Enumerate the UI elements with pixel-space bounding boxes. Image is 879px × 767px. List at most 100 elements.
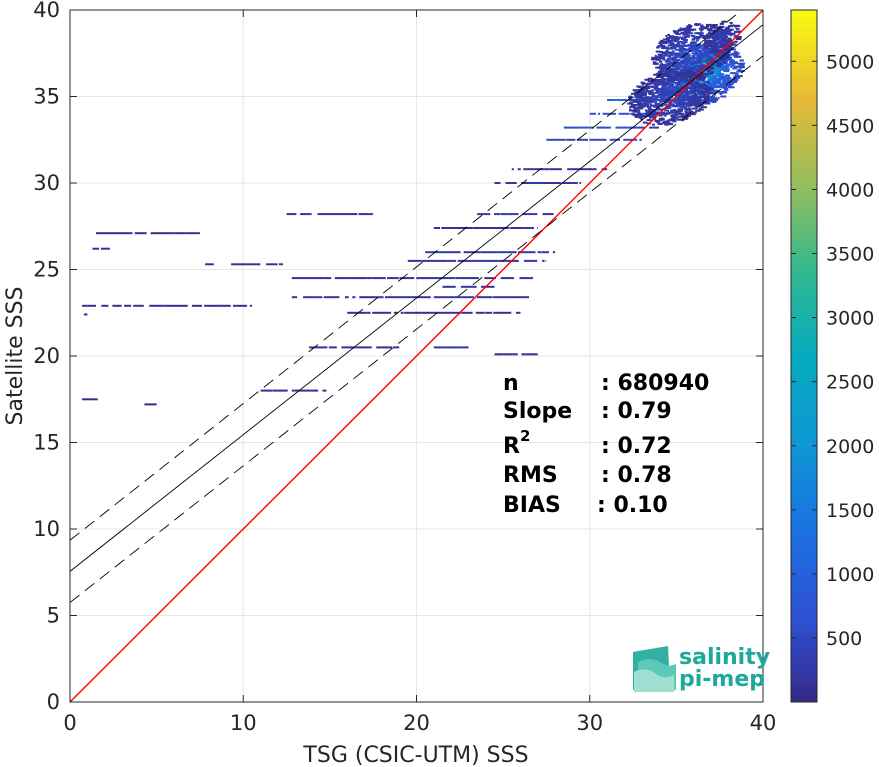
colorbar-tick-label: 2000 (826, 436, 874, 458)
density-cell-4 (691, 83, 694, 86)
density-cell-5 (728, 45, 732, 48)
density-segment-23 (609, 138, 620, 141)
density-cell-3 (690, 43, 695, 46)
density-cell-4 (680, 112, 685, 115)
density-cell-4 (678, 118, 683, 121)
density-segment-12 (371, 277, 386, 280)
density-cell-3 (683, 66, 688, 69)
density-segment-7 (245, 263, 261, 266)
density-cell-5 (703, 35, 706, 37)
density-segment-24 (579, 126, 590, 129)
density-cell-3 (701, 24, 704, 27)
density-cell-1 (707, 79, 710, 81)
density-cell-4 (671, 93, 674, 96)
density-cell-3 (705, 25, 709, 28)
density-cell-4 (695, 89, 700, 92)
density-cell-0 (733, 79, 739, 82)
density-cell-3 (678, 36, 682, 39)
density-cell-4 (686, 114, 691, 117)
density-cell-5 (723, 32, 729, 35)
density-cell-0 (708, 54, 713, 57)
density-cell-0 (721, 78, 727, 81)
density-cell-4 (694, 94, 698, 97)
density-cell-4 (633, 106, 637, 109)
density-segment-1 (101, 247, 108, 250)
density-cell-0 (731, 52, 736, 55)
density-cell-0 (732, 54, 739, 57)
density-segment-2 (82, 304, 88, 307)
y-tick-label: 40 (33, 0, 60, 22)
density-cell-3 (659, 63, 665, 66)
density-cell-3 (701, 32, 704, 35)
density-cell-4 (685, 113, 689, 116)
density-cell-5 (713, 31, 718, 34)
reference-line-regression- (70, 55, 763, 603)
density-cell-3 (716, 65, 722, 67)
density-cell-0 (719, 91, 724, 94)
density-cell-5 (729, 34, 733, 37)
density-cell-3 (667, 55, 672, 57)
density-segment-6 (205, 263, 214, 266)
y-tick-label: 25 (33, 258, 60, 282)
density-cell-4 (635, 98, 638, 101)
density-cell-0 (733, 75, 736, 78)
density-cell-4 (704, 95, 710, 98)
colorbar-tick-label: 2500 (826, 372, 874, 394)
x-axis-label: TSG (CSIC-UTM) SSS (302, 743, 528, 767)
density-cell-4 (639, 107, 642, 110)
density-cell-4 (640, 118, 643, 121)
density-cell-1 (702, 86, 707, 89)
stat-slope-value: : 0.79 (601, 399, 672, 424)
density-cell-5 (720, 40, 724, 43)
density-cell-4 (664, 73, 669, 75)
density-cell-0 (730, 64, 735, 67)
density-cell-3 (683, 30, 687, 32)
density-cell-4 (664, 74, 668, 77)
density-cell-3 (681, 46, 684, 49)
density-cell-4 (662, 84, 669, 87)
density-segment-9 (300, 213, 307, 216)
density-cell-0 (719, 81, 722, 84)
density-segment-0 (109, 232, 120, 235)
density-segment-7 (266, 263, 278, 266)
density-cell-4 (685, 90, 691, 93)
density-cell-2 (715, 65, 719, 68)
density-cell-4 (641, 105, 646, 108)
density-cell-3 (665, 38, 671, 40)
density-cell-3 (681, 38, 685, 40)
density-cell-3 (716, 62, 722, 65)
density-cell-3 (659, 41, 664, 44)
density-cell-4 (671, 76, 676, 79)
density-cell-1 (709, 81, 713, 84)
density-cell-4 (633, 109, 637, 112)
density-segment-19 (522, 213, 538, 216)
density-cell-4 (645, 90, 648, 93)
density-segment-11 (458, 296, 474, 299)
density-cell-3 (659, 57, 665, 60)
density-cell-3 (655, 66, 660, 69)
density-segment-2 (112, 304, 122, 307)
density-cell-4 (646, 85, 652, 88)
density-cell-5 (734, 24, 740, 27)
density-cell-5 (720, 32, 723, 35)
density-segment-24 (589, 126, 594, 129)
density-cell-4 (654, 84, 657, 86)
density-cell-5 (716, 32, 720, 35)
density-cell-4 (703, 94, 706, 97)
density-cell-5 (711, 36, 715, 39)
density-cell-0 (733, 65, 739, 68)
density-segment-12 (444, 277, 455, 280)
density-segment-9 (317, 213, 329, 216)
density-cell-5 (720, 42, 723, 44)
density-cell-5 (708, 29, 714, 32)
density-segment-15 (439, 251, 444, 254)
density-cell-3 (656, 46, 660, 49)
density-cell-3 (699, 66, 702, 69)
density-cell-4 (686, 70, 689, 73)
density-cell-0 (726, 79, 731, 82)
density-cell-1 (681, 81, 687, 84)
density-cell-3 (688, 25, 693, 28)
density-segment-12 (317, 277, 324, 280)
density-cell-1 (717, 67, 721, 70)
density-cell-4 (644, 78, 651, 81)
